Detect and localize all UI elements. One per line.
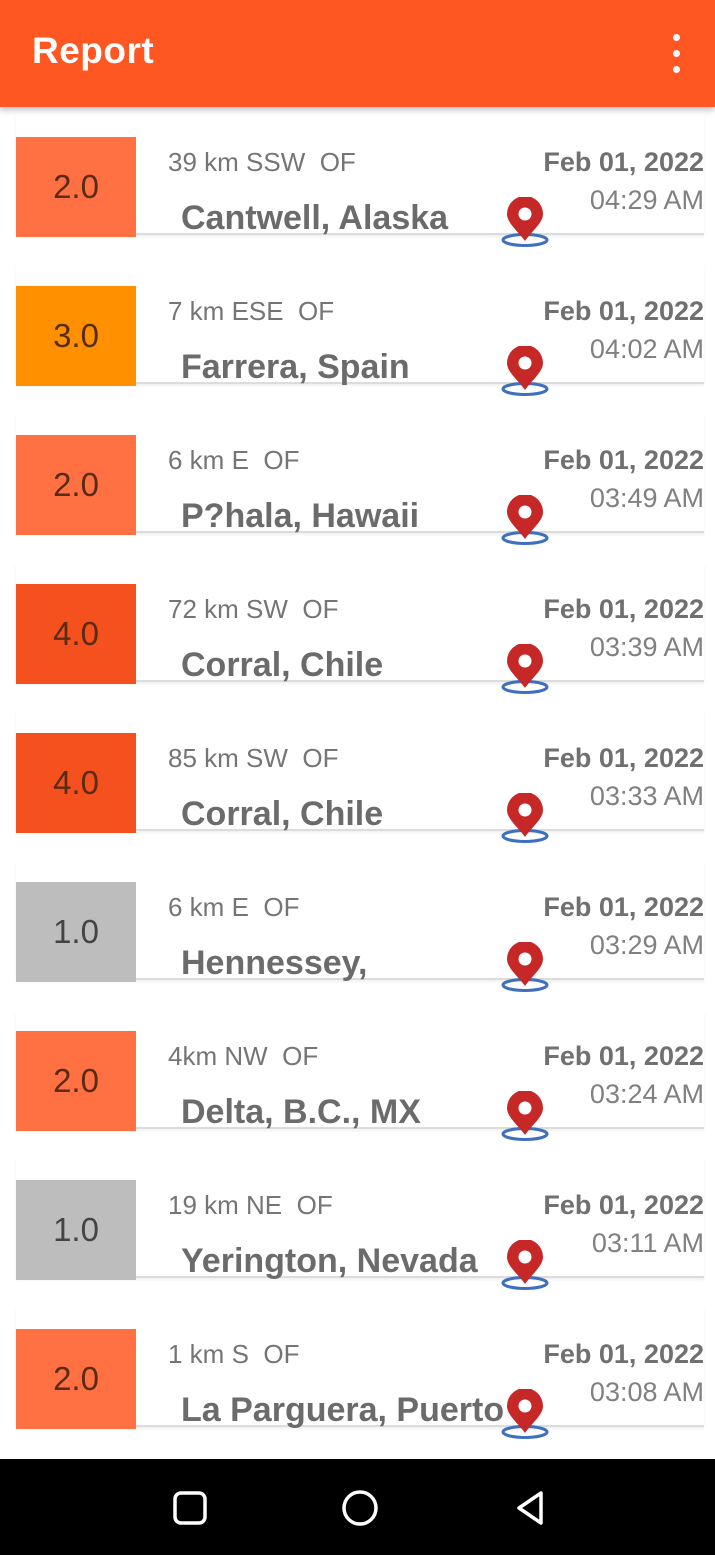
more-vert-icon[interactable] (663, 34, 689, 74)
map-pin-icon[interactable] (500, 197, 550, 247)
quake-list-item[interactable]: 2.0 39 km SSW OF Cantwell, Alaska Feb 01, 2… (16, 115, 704, 247)
date-label: Feb 01, 2022 (543, 1190, 704, 1220)
triangle-back-icon[interactable] (505, 1483, 555, 1533)
quake-list-item[interactable]: 4.0 85 km SW OF Corral, Chile Feb 01, 2022 0… (16, 711, 704, 843)
map-pin-icon[interactable] (500, 1240, 550, 1290)
distance-label: 85 km SW OF (168, 743, 339, 773)
map-pin-icon[interactable] (500, 1091, 550, 1141)
time-label: 03:39 AM (589, 632, 704, 662)
date-label: Feb 01, 2022 (543, 594, 704, 624)
map-pin-icon[interactable] (500, 793, 550, 843)
time-label: 04:02 AM (589, 334, 704, 364)
distance-label: 72 km SW OF (168, 594, 339, 624)
time-label: 03:11 AM (591, 1228, 704, 1258)
quake-list-item[interactable]: 2.0 4km NW OF Delta, B.C., MX Feb 01, 2022 0… (16, 1009, 704, 1141)
square-recents-icon[interactable] (165, 1483, 215, 1533)
place-name: Corral, Chile (181, 646, 384, 684)
time-label: 03:49 AM (589, 483, 704, 513)
distance-label: 39 km SSW OF (168, 147, 356, 177)
place-name: Hennessey, (181, 944, 368, 982)
distance-label: 19 km NE OF (168, 1190, 333, 1220)
map-pin-icon[interactable] (500, 346, 550, 396)
place-name: P?hala, Hawaii (181, 497, 420, 535)
distance-label: 1 km S OF (168, 1339, 300, 1369)
date-label: Feb 01, 2022 (543, 147, 704, 177)
magnitude-badge: 2.0 (16, 137, 136, 237)
date-label: Feb 01, 2022 (543, 296, 704, 326)
date-label: Feb 01, 2022 (543, 743, 704, 773)
place-name: Cantwell, Alaska (181, 199, 449, 237)
place-name: La Parguera, Puerto (181, 1391, 505, 1429)
magnitude-badge: 2.0 (16, 1329, 136, 1429)
date-label: Feb 01, 2022 (543, 445, 704, 475)
place-name: Corral, Chile (181, 795, 384, 833)
time-label: 04:29 AM (589, 185, 704, 215)
magnitude-badge: 1.0 (16, 1180, 136, 1280)
quake-list-item[interactable]: 2.0 6 km E OF P?hala, Hawaii Feb 01, 2022 03… (16, 413, 704, 545)
time-label: 03:33 AM (589, 781, 704, 811)
date-label: Feb 01, 2022 (543, 892, 704, 922)
quake-list-item[interactable]: 3.0 7 km ESE OF Farrera, Spain Feb 01, 2022… (16, 264, 704, 396)
magnitude-badge: 4.0 (16, 733, 136, 833)
map-pin-icon[interactable] (500, 495, 550, 545)
quake-list-item[interactable]: 1.0 19 km NE OF Yerington, Nevada Feb 01, 2… (16, 1158, 704, 1290)
magnitude-badge: 3.0 (16, 286, 136, 386)
circle-home-icon[interactable] (335, 1483, 385, 1533)
time-label: 03:29 AM (589, 930, 704, 960)
magnitude-badge: 2.0 (16, 435, 136, 535)
page-title: Report (32, 30, 155, 71)
distance-label: 6 km E OF (168, 445, 300, 475)
date-label: Feb 01, 2022 (543, 1041, 704, 1071)
magnitude-badge: 1.0 (16, 882, 136, 982)
time-label: 03:24 AM (589, 1079, 704, 1109)
quake-list-item[interactable]: 2.0 1 km S OF La Parguera, Puerto Feb 01, 2… (16, 1307, 704, 1439)
magnitude-badge: 2.0 (16, 1031, 136, 1131)
place-name: Delta, B.C., MX (181, 1093, 421, 1131)
quake-list-item[interactable]: 4.0 72 km SW OF Corral, Chile Feb 01, 2022 0… (16, 562, 704, 694)
quake-list-item[interactable]: 1.0 6 km E OF Hennessey, Feb 01, 2022 03:29 … (16, 860, 704, 992)
system-nav-bar (0, 1459, 715, 1555)
map-pin-icon[interactable] (500, 942, 550, 992)
distance-label: 7 km ESE OF (168, 296, 335, 326)
distance-label: 6 km E OF (168, 892, 300, 922)
map-pin-icon[interactable] (500, 1389, 550, 1439)
magnitude-badge: 4.0 (16, 584, 136, 684)
time-label: 03:08 AM (589, 1377, 704, 1407)
app-bar: Report (0, 0, 715, 107)
place-name: Yerington, Nevada (181, 1242, 478, 1280)
distance-label: 4km NW OF (168, 1041, 319, 1071)
date-label: Feb 01, 2022 (543, 1339, 704, 1369)
map-pin-icon[interactable] (500, 644, 550, 694)
place-name: Farrera, Spain (181, 348, 410, 386)
